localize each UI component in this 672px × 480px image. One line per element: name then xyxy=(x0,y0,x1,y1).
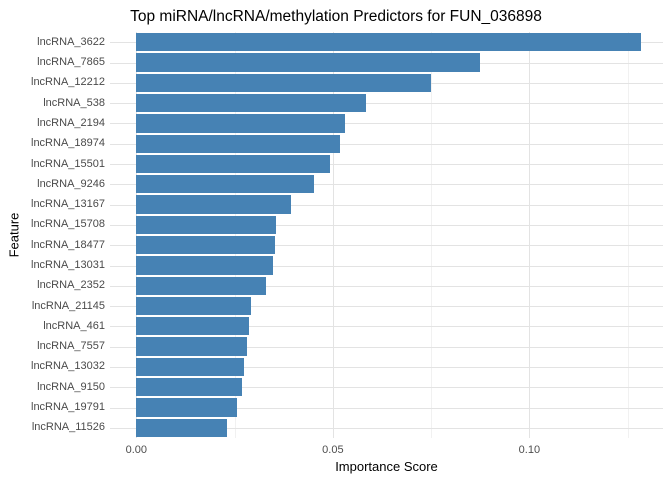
gridline-category xyxy=(110,204,663,206)
bar-lncRNA_15501 xyxy=(136,154,330,174)
bar-lncRNA_7865 xyxy=(136,53,481,72)
bar-lncRNA_9246 xyxy=(136,175,315,194)
gridline-category xyxy=(110,245,663,247)
gridline-minor xyxy=(431,32,433,438)
bar-lncRNA_3622 xyxy=(136,33,642,52)
y-axis-label: lncRNA_18974 xyxy=(31,137,105,150)
gridline-category xyxy=(110,184,663,186)
gridline-minor xyxy=(234,32,236,438)
gridline-category xyxy=(110,285,663,287)
y-axis-label: lncRNA_15708 xyxy=(31,218,105,231)
y-axis-label: lncRNA_9150 xyxy=(37,380,105,393)
gridline-category xyxy=(110,407,663,409)
y-axis-label: lncRNA_13031 xyxy=(31,259,105,271)
x-axis-tick-labels: 0.00 0.05 0.10 xyxy=(110,444,663,458)
gridline-category xyxy=(110,306,663,308)
gridline-category xyxy=(110,103,663,105)
gridline-major xyxy=(529,32,531,438)
bar-lncRNA_538 xyxy=(136,93,367,113)
bar-lncRNA_13031 xyxy=(136,256,274,275)
y-axis-label: lncRNA_21145 xyxy=(31,299,105,312)
y-axis-label: lncRNA_538 xyxy=(43,96,105,109)
bar-lncRNA_461 xyxy=(136,317,250,336)
gridline-category xyxy=(110,346,663,348)
x-axis-title: Importance Score xyxy=(335,459,438,474)
y-axis-label: lncRNA_7557 xyxy=(37,340,105,353)
bar-lncRNA_21145 xyxy=(136,296,251,316)
plot-panel xyxy=(110,32,663,438)
bar-lncRNA_19791 xyxy=(136,398,237,417)
x-tick-label: 0.10 xyxy=(518,444,541,456)
bar-lncRNA_12212 xyxy=(136,73,432,92)
bar-lncRNA_2194 xyxy=(136,114,345,133)
y-axis-label: lncRNA_2194 xyxy=(37,116,105,129)
y-axis-label: lncRNA_9246 xyxy=(37,177,105,190)
y-axis-label: lncRNA_461 xyxy=(43,319,105,332)
y-axis-label: lncRNA_13167 xyxy=(31,198,105,211)
gridline-category xyxy=(110,164,663,165)
bar-lncRNA_18974 xyxy=(136,134,340,153)
bar-lncRNA_13167 xyxy=(136,195,292,214)
gridline-category xyxy=(110,265,663,267)
y-axis-label: lncRNA_13032 xyxy=(31,360,105,373)
y-axis-labels: lncRNA_3622 lncRNA_7865 lncRNA_12212 lncRNA… xyxy=(0,32,105,438)
gridline-minor xyxy=(627,32,629,438)
gridline-category xyxy=(110,224,663,226)
y-axis-label: lncRNA_7865 xyxy=(37,56,105,68)
y-axis-label: lncRNA_19791 xyxy=(31,401,105,414)
gridline-major xyxy=(136,32,138,438)
bar-lncRNA_7557 xyxy=(136,337,248,356)
y-axis-label: lncRNA_11526 xyxy=(31,421,105,434)
gridline-category xyxy=(110,366,663,368)
bar-lncRNA_2352 xyxy=(136,276,267,295)
bar-lncRNA_11526 xyxy=(136,418,227,437)
bar-lncRNA_13032 xyxy=(136,357,244,377)
y-axis-label: lncRNA_2352 xyxy=(37,279,105,292)
gridline-category xyxy=(110,143,663,145)
chart-title: Top miRNA/lncRNA/methylation Predictors … xyxy=(130,8,542,25)
y-axis-label: lncRNA_12212 xyxy=(31,76,105,89)
gridline-major xyxy=(332,32,334,438)
bar-lncRNA_18477 xyxy=(136,236,275,255)
x-tick-label: 0.05 xyxy=(322,444,344,456)
y-axis-label: lncRNA_3622 xyxy=(37,35,105,48)
bar-lncRNA_9150 xyxy=(136,378,243,397)
gridline-category xyxy=(110,123,663,125)
gridline-category xyxy=(110,326,663,328)
y-axis-label: lncRNA_18477 xyxy=(31,238,105,251)
x-tick-label: 0.00 xyxy=(125,444,147,456)
bar-lncRNA_15708 xyxy=(136,215,276,235)
gridline-category xyxy=(110,427,663,429)
y-axis-label: lncRNA_15501 xyxy=(31,157,105,170)
gridline-category xyxy=(110,387,663,389)
